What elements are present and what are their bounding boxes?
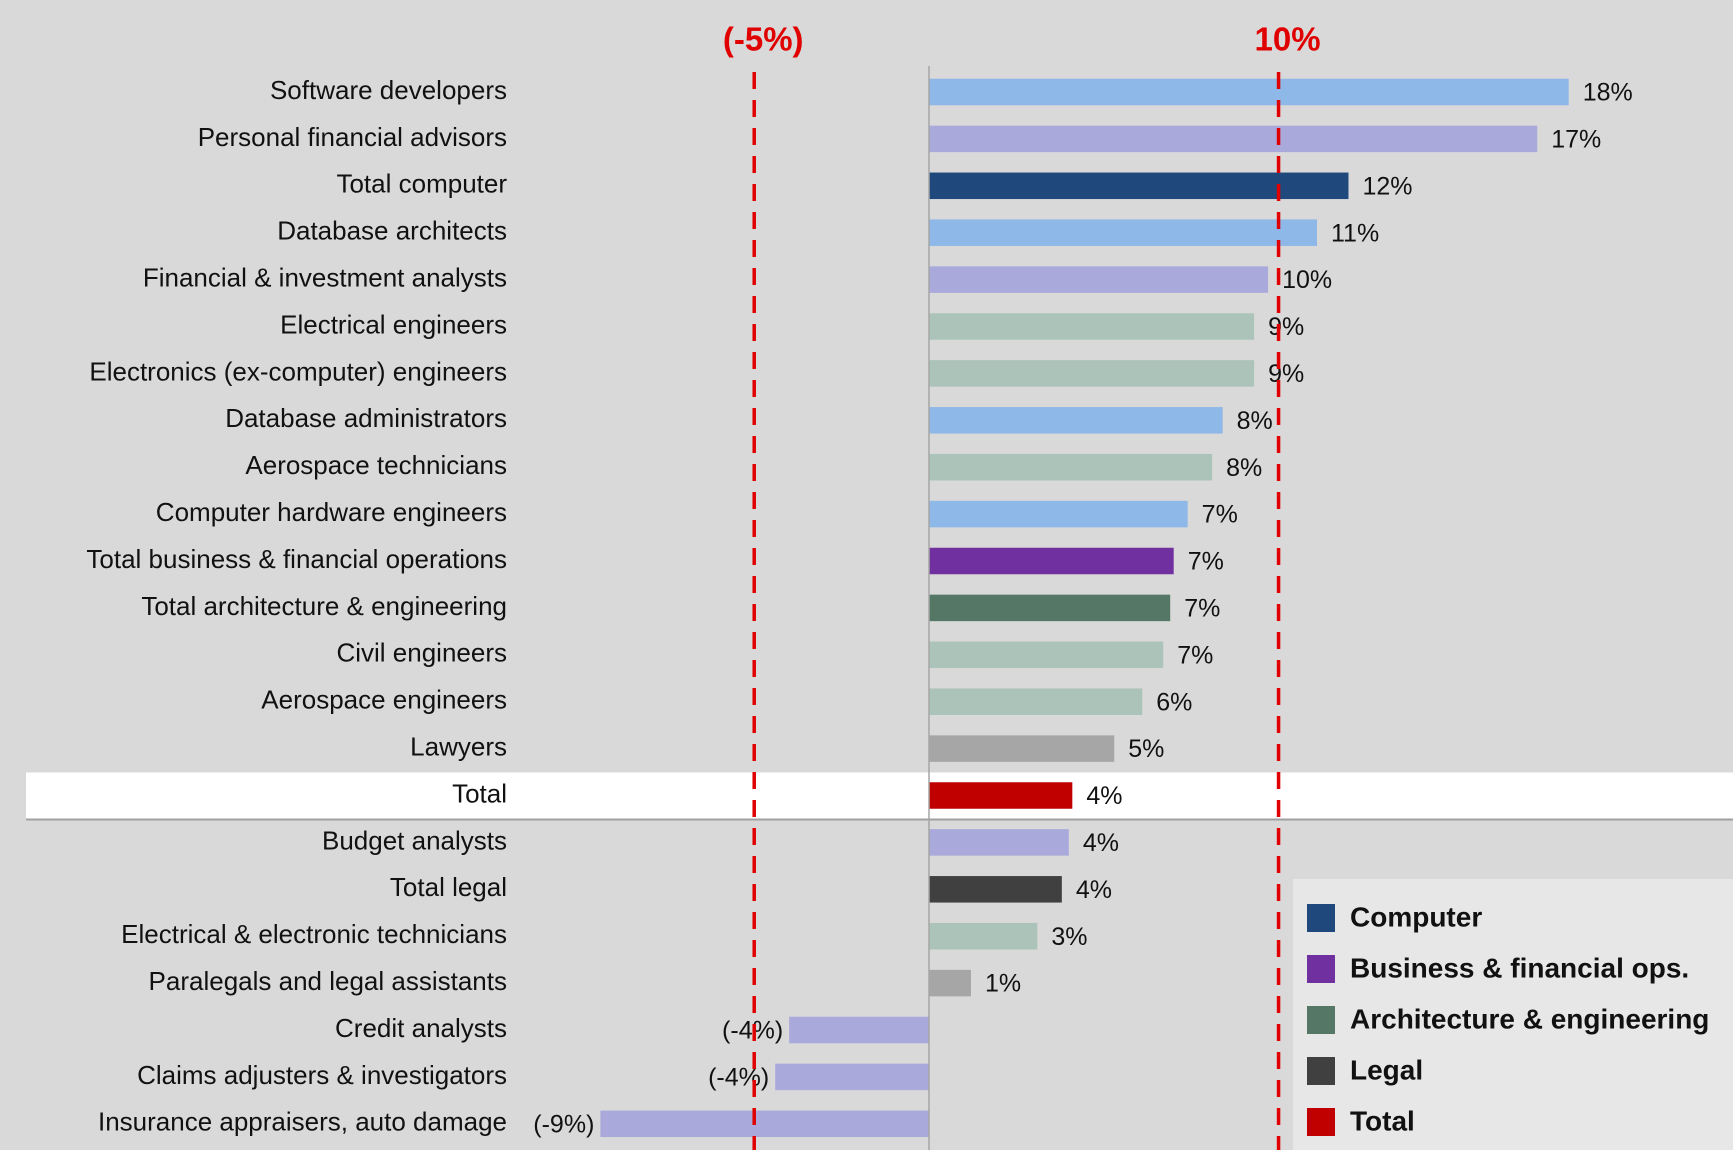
category-label: Civil engineers (336, 638, 507, 668)
bar (928, 969, 971, 997)
value-label: 1% (985, 970, 1021, 998)
category-label: Aerospace engineers (261, 685, 507, 715)
value-label: 18% (1583, 79, 1633, 107)
value-label: (-4%) (708, 1064, 769, 1092)
category-label: Total business & financial operations (86, 544, 507, 574)
value-label: 4% (1086, 782, 1122, 810)
bar (928, 407, 1223, 434)
bar (928, 453, 1213, 481)
category-label: Lawyers (410, 731, 507, 761)
legend-label: Business & financial ops. (1350, 952, 1689, 983)
reference-label: (-5%) (723, 21, 804, 58)
value-label: (-9%) (533, 1110, 594, 1138)
value-label: 8% (1237, 407, 1273, 435)
category-label: Personal financial advisors (198, 122, 507, 152)
legend-swatch (1307, 1006, 1335, 1034)
value-label: 9% (1268, 360, 1304, 388)
bar (928, 594, 1171, 622)
highlight-shadow (26, 818, 1733, 821)
value-label: 9% (1268, 313, 1304, 341)
highlight-band (26, 772, 1733, 819)
legend-swatch (1307, 1108, 1335, 1136)
bar (928, 78, 1569, 106)
value-label: 7% (1177, 641, 1213, 669)
bar (928, 313, 1255, 340)
category-label: Credit analysts (335, 1013, 507, 1043)
category-label: Total computer (336, 169, 507, 199)
legend-swatch (1307, 955, 1335, 983)
value-label: 7% (1184, 595, 1220, 623)
category-label: Total architecture & engineering (141, 591, 507, 621)
bar (928, 219, 1318, 246)
bar (928, 547, 1174, 575)
category-label: Aerospace technicians (245, 450, 507, 480)
bar (928, 500, 1188, 528)
category-label: Budget analysts (322, 825, 507, 855)
category-label: Software developers (270, 75, 507, 105)
value-label: 4% (1083, 829, 1119, 857)
legend-box (1293, 879, 1733, 1150)
bar (928, 125, 1538, 153)
bar (600, 1110, 929, 1138)
value-label: 7% (1188, 548, 1224, 576)
value-label: 4% (1076, 876, 1112, 904)
bar (928, 688, 1143, 715)
legend-label: Architecture & engineering (1350, 1003, 1709, 1034)
category-label: Total (452, 778, 507, 808)
bar (928, 922, 1038, 950)
value-label: 5% (1128, 735, 1164, 763)
bar (928, 360, 1255, 387)
legend-label: Computer (1350, 901, 1482, 932)
category-label: Computer hardware engineers (156, 497, 507, 527)
value-label: 11% (1331, 219, 1379, 247)
value-label: 8% (1226, 454, 1262, 482)
value-label: 10% (1282, 266, 1332, 294)
bar (928, 829, 1069, 856)
bar (928, 266, 1269, 293)
category-label: Paralegals and legal assistants (149, 966, 507, 996)
value-label: 6% (1156, 688, 1192, 716)
legend-swatch (1307, 1057, 1335, 1085)
value-label: 17% (1551, 126, 1601, 154)
legend-label: Legal (1350, 1054, 1423, 1085)
legend-label: Total (1350, 1105, 1415, 1136)
value-label: 3% (1051, 923, 1087, 951)
category-label: Electrical & electronic technicians (121, 919, 507, 949)
bar (789, 1016, 929, 1044)
bar (928, 876, 1062, 903)
category-label: Claims adjusters & investigators (137, 1060, 507, 1090)
bar (928, 641, 1164, 669)
category-label: Database architects (277, 216, 507, 246)
category-label: Insurance appraisers, auto damage (98, 1107, 507, 1137)
category-label: Total legal (390, 872, 507, 902)
bar (928, 735, 1115, 762)
value-label: 12% (1362, 172, 1412, 200)
bar (928, 782, 1073, 809)
category-label: Electrical engineers (280, 309, 507, 339)
plot: Software developers 18% Personal financial… (86, 21, 1733, 1150)
category-label: Database administrators (225, 403, 507, 433)
category-label: Financial & investment analysts (143, 262, 507, 292)
value-label: 7% (1202, 501, 1238, 529)
highlight-layer (26, 772, 1733, 821)
reference-label: 10% (1255, 21, 1321, 58)
bar (775, 1063, 929, 1091)
legend-swatch (1307, 904, 1335, 932)
bar (928, 172, 1349, 200)
category-label: Electronics (ex-computer) engineers (89, 356, 507, 386)
